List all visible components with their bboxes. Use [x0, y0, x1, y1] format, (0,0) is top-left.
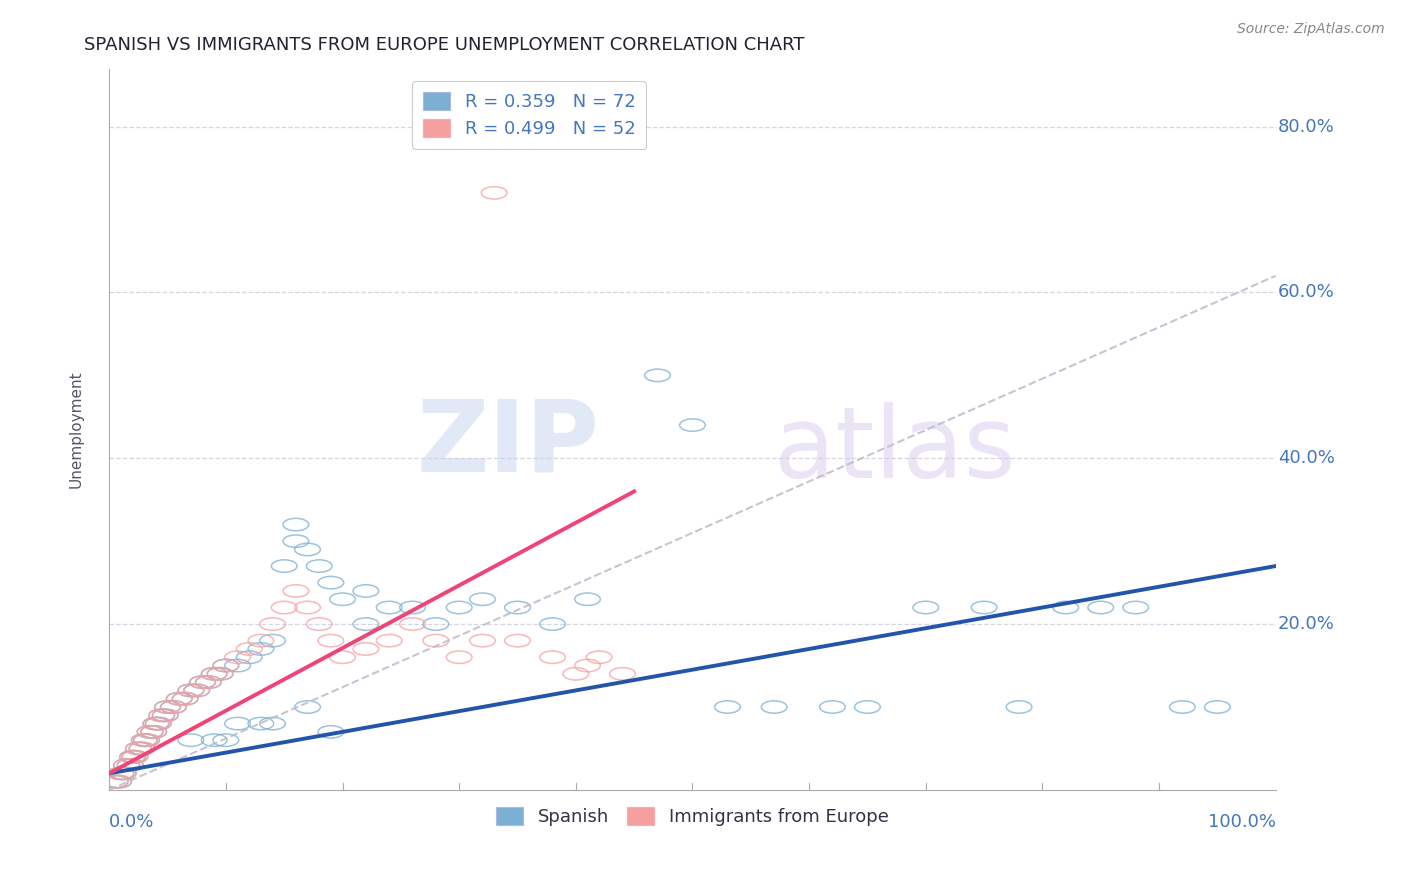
- Text: 20.0%: 20.0%: [1278, 615, 1334, 633]
- Text: 60.0%: 60.0%: [1278, 284, 1334, 301]
- Text: SPANISH VS IMMIGRANTS FROM EUROPE UNEMPLOYMENT CORRELATION CHART: SPANISH VS IMMIGRANTS FROM EUROPE UNEMPL…: [84, 36, 804, 54]
- Text: atlas: atlas: [775, 402, 1015, 500]
- Text: ZIP: ZIP: [416, 395, 599, 492]
- Text: 40.0%: 40.0%: [1278, 450, 1334, 467]
- Legend: Spanish, Immigrants from Europe: Spanish, Immigrants from Europe: [488, 797, 897, 835]
- Text: 100.0%: 100.0%: [1208, 813, 1275, 831]
- Text: Unemployment: Unemployment: [69, 370, 84, 488]
- Text: 80.0%: 80.0%: [1278, 118, 1334, 136]
- Text: Source: ZipAtlas.com: Source: ZipAtlas.com: [1237, 22, 1385, 37]
- Text: 0.0%: 0.0%: [110, 813, 155, 831]
